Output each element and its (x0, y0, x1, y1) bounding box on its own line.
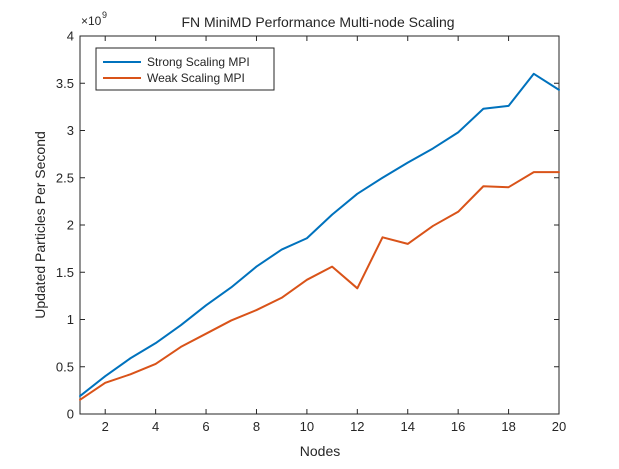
data-point (356, 287, 358, 289)
data-point (306, 279, 308, 281)
y-tick-label: 0 (67, 407, 74, 422)
axes: 2 4 6 8 10 12 14 16 18 20 0 0.5 1 1.5 2 2.5 3 3.5 4 (56, 29, 566, 435)
y-axis-label: Updated Particles Per Second (32, 131, 48, 319)
legend-label: Weak Scaling MPI (147, 71, 245, 85)
series-lines (79, 72, 560, 401)
data-point (331, 214, 333, 216)
x-tick-label: 10 (300, 419, 314, 434)
data-point (382, 236, 384, 238)
data-point (104, 375, 106, 377)
data-point (180, 324, 182, 326)
data-point (457, 131, 459, 133)
data-point (508, 186, 510, 188)
data-point (508, 105, 510, 107)
data-point (281, 249, 283, 251)
data-point (533, 73, 535, 75)
data-point (306, 237, 308, 239)
x-tick-label: 20 (552, 419, 566, 434)
data-point (79, 395, 81, 397)
y-tick-label: 1 (67, 312, 74, 327)
legend-box (95, 47, 275, 91)
y-tick-label: 3.5 (56, 76, 74, 91)
data-point (255, 266, 257, 268)
data-point (482, 185, 484, 187)
data-point (457, 211, 459, 213)
data-point (432, 225, 434, 227)
data-point (230, 286, 232, 288)
data-point (432, 147, 434, 149)
data-point (331, 266, 333, 268)
legend: Strong Scaling MPI Weak Scaling MPI (95, 47, 275, 91)
data-point (558, 171, 560, 173)
data-point (205, 304, 207, 306)
data-point (230, 319, 232, 321)
x-tick-label: 12 (350, 419, 364, 434)
data-point (155, 363, 157, 365)
data-point (255, 309, 257, 311)
series-line-strong-scaling (79, 72, 560, 398)
data-point (382, 177, 384, 179)
data-point (205, 333, 207, 335)
y-axis-multiplier: ×10 9 (81, 10, 107, 28)
x-tick-label: 8 (253, 419, 260, 434)
y-axis-multiplier-exponent: 9 (102, 10, 107, 20)
data-point (558, 89, 560, 91)
data-point (104, 382, 106, 384)
data-point (407, 243, 409, 245)
data-point (129, 373, 131, 375)
data-point (482, 108, 484, 110)
x-axis-label: Nodes (300, 443, 340, 459)
x-tick-label: 16 (451, 419, 465, 434)
y-tick-label: 2.5 (56, 170, 74, 185)
data-point (533, 171, 535, 173)
y-tick-label: 3 (67, 123, 74, 138)
x-tick-label: 6 (202, 419, 209, 434)
series-line-weak-scaling (79, 171, 560, 401)
data-point (407, 162, 409, 164)
x-tick-label: 18 (501, 419, 515, 434)
plot-area (80, 36, 559, 414)
y-tick-label: 2 (67, 218, 74, 233)
x-tick-label: 2 (102, 419, 109, 434)
y-axis-multiplier-base: ×10 (81, 14, 102, 28)
x-tick-label: 14 (401, 419, 415, 434)
data-point (356, 193, 358, 195)
legend-label: Strong Scaling MPI (147, 55, 250, 69)
y-tick-label: 4 (67, 29, 74, 44)
data-point (180, 346, 182, 348)
data-point (155, 342, 157, 344)
y-tick-label: 0.5 (56, 359, 74, 374)
data-point (79, 399, 81, 401)
data-point (281, 297, 283, 299)
data-point (129, 357, 131, 359)
x-tick-label: 4 (152, 419, 159, 434)
y-tick-label: 1.5 (56, 265, 74, 280)
chart-title: FN MiniMD Performance Multi-node Scaling (181, 14, 454, 30)
